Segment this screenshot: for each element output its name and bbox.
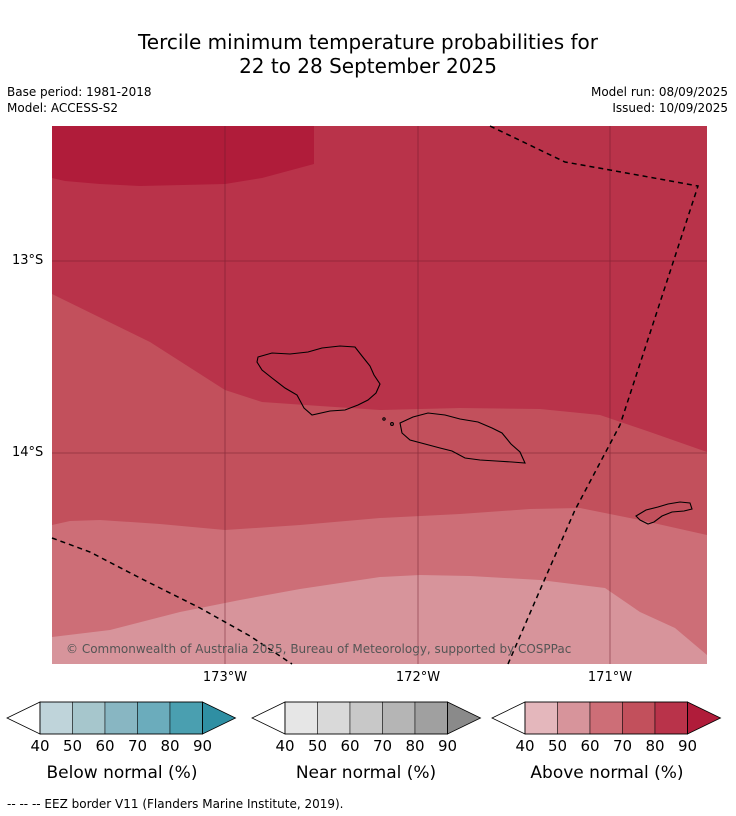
- colorbar-above-under-arrow: [491, 701, 526, 735]
- colorbar-near-segment-70: [382, 701, 416, 735]
- colorbars: [6, 701, 722, 735]
- colorbar-below-tick-80: 80: [160, 737, 180, 755]
- colorbar-near: [251, 701, 482, 735]
- colorbar-above-tick-90: 90: [677, 737, 698, 755]
- colorbar-near-tick-90: 90: [437, 737, 458, 755]
- colorbar-above: [491, 701, 722, 735]
- tutuila-island: [635, 501, 693, 525]
- colorbar-below-tick-60: 60: [95, 737, 115, 755]
- base-period: Base period: 1981-2018: [7, 85, 152, 99]
- colorbar-below-segment-70: [137, 701, 171, 735]
- colorbar-below-under-arrow: [6, 701, 41, 735]
- colorbar-below-over-arrow: [202, 701, 237, 735]
- colorbar-above-segment-40: [524, 701, 558, 735]
- colorbar-below-tick-90: 90: [192, 737, 213, 755]
- meta-right: Model run: 08/09/2025 Issued: 10/09/2025: [591, 84, 728, 116]
- colorbar-above-tick-80: 80: [645, 737, 665, 755]
- colorbar-near-tick-50: 50: [307, 737, 328, 755]
- model-name: Model: ACCESS-S2: [7, 101, 119, 115]
- colorbar-below: [6, 701, 237, 735]
- model-run: Model run: 08/09/2025: [590, 85, 728, 99]
- colorbar-near-segment-40: [284, 701, 318, 735]
- band-50-60: [52, 575, 707, 664]
- colorbar-below-segment-60: [104, 701, 138, 735]
- lon-label-171w: 171°W: [587, 670, 633, 685]
- colorbar-above-segment-70: [622, 701, 656, 735]
- eez-border: [51, 125, 699, 665]
- colorbar-below-segment-40: [39, 701, 73, 735]
- colorbar-title-above: Above normal (%): [530, 763, 684, 783]
- colorbar-below-segment-80: [169, 701, 203, 735]
- title-line-1: Tercile minimum temperature probabilitie…: [137, 30, 599, 54]
- colorbar-near-segment-60: [349, 701, 383, 735]
- colorbar-below-tick-70: 70: [127, 737, 148, 755]
- colorbar-near-outline: [284, 701, 448, 735]
- copyright-notice: © Commonwealth of Australia 2025, Bureau…: [66, 642, 572, 656]
- gridlines: [52, 126, 707, 664]
- lon-label-172w: 172°W: [395, 670, 441, 685]
- colorbar-below-tick-50: 50: [62, 737, 83, 755]
- manono-islet: [382, 417, 386, 421]
- colorbar-above-segment-80: [654, 701, 688, 735]
- map-title: Tercile minimum temperature probabilitie…: [0, 30, 736, 78]
- lat-label-14s: 14°S: [12, 445, 44, 460]
- meta-left: Base period: 1981-2018 Model: ACCESS-S2: [7, 84, 152, 116]
- colorbar-near-segment-80: [414, 701, 448, 735]
- band-80-90-north: [52, 126, 707, 452]
- colorbar-above-outline: [524, 701, 688, 735]
- colorbar-above-tick-40: 40: [515, 737, 535, 755]
- colorbar-title-near: Near normal (%): [295, 763, 437, 783]
- apolima-islet: [390, 422, 394, 426]
- colorbar-near-tick-40: 40: [275, 737, 295, 755]
- colorbar-below-tick-40: 40: [30, 737, 50, 755]
- colorbar-title-below: Below normal (%): [46, 763, 198, 783]
- colorbar-near-tick-60: 60: [340, 737, 360, 755]
- colorbar-near-tick-80: 80: [405, 737, 425, 755]
- islands: [256, 345, 693, 525]
- colorbar-above-segment-60: [589, 701, 623, 735]
- colorbar-below-outline: [39, 701, 203, 735]
- lon-label-173w: 173°W: [202, 670, 248, 685]
- savaii-island: [256, 345, 381, 416]
- issued-date: Issued: 10/09/2025: [612, 101, 728, 115]
- colorbar-near-under-arrow: [251, 701, 286, 735]
- colorbar-near-tick-70: 70: [372, 737, 393, 755]
- colorbar-near-over-arrow: [447, 701, 482, 735]
- colorbar-above-tick-60: 60: [580, 737, 600, 755]
- colorbar-above-segment-50: [557, 701, 591, 735]
- title-line-2: 22 to 28 September 2025: [239, 54, 497, 78]
- colorbar-above-over-arrow: [687, 701, 722, 735]
- colorbar-near-segment-50: [317, 701, 351, 735]
- eez-footnote: -- -- -- EEZ border V11 (Flanders Marine…: [7, 797, 344, 811]
- colorbar-above-tick-70: 70: [612, 737, 633, 755]
- colorbar-above-tick-50: 50: [547, 737, 568, 755]
- band-90-plus: [52, 126, 314, 186]
- colorbar-below-segment-50: [72, 701, 106, 735]
- upolu-island: [399, 412, 526, 464]
- probability-fill: [52, 126, 707, 664]
- lat-label-13s: 13°S: [12, 253, 44, 268]
